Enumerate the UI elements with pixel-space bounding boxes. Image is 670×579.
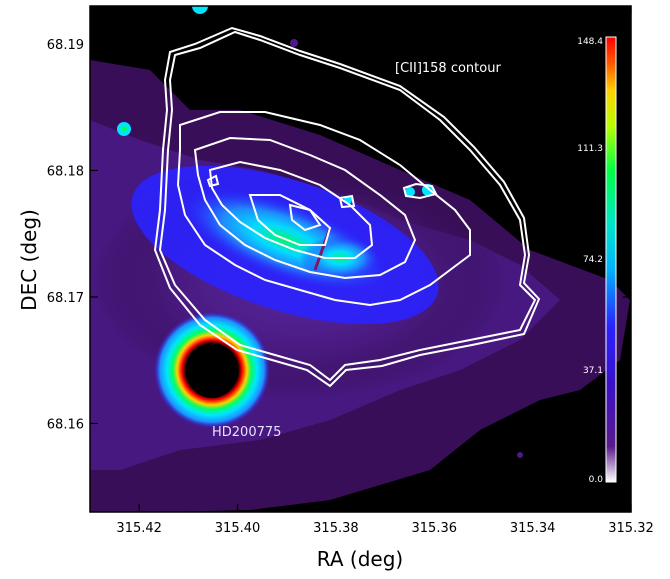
point-source-1-core <box>121 126 127 132</box>
colorbar-tick-label: 0.0 <box>589 475 604 485</box>
star-label: HD200775 <box>212 425 281 440</box>
plot-frame <box>89 5 632 513</box>
x-tick-label: 315.42 <box>116 521 162 536</box>
x-axis-title: RA (deg) <box>317 547 403 571</box>
y-axis-title: DEC (deg) <box>17 209 41 311</box>
contour-5 <box>248 194 332 246</box>
heatmap-layer <box>90 6 630 512</box>
x-tick-label: 315.38 <box>313 521 359 536</box>
y-tick-label: 68.18 <box>47 164 84 179</box>
point-source-2 <box>192 6 208 14</box>
contour-small-1 <box>206 174 220 188</box>
colorbar-gradient <box>605 36 617 483</box>
x-tick-label: 315.36 <box>412 521 458 536</box>
colorbar: 148.4 111.3 74.2 37.1 0.0 <box>577 36 617 485</box>
contour-small-3 <box>402 182 438 200</box>
contour-3 <box>193 136 417 280</box>
y-tick-label: 68.16 <box>47 417 84 432</box>
colorbar-tick-label: 111.3 <box>577 144 603 154</box>
y-axis: 68.16 68.17 68.18 68.19 <box>47 38 631 432</box>
x-tick-label: 315.40 <box>215 521 261 536</box>
contour-label: [CII]158 contour <box>395 61 501 76</box>
contour-small-2 <box>338 194 356 209</box>
contour-1 <box>158 30 537 382</box>
colorbar-tick-label: 148.4 <box>577 37 603 47</box>
contour-4 <box>208 160 374 259</box>
y-tick-label: 68.17 <box>47 291 84 306</box>
contour-2 <box>176 111 471 307</box>
colorbar-tick-label: 37.1 <box>583 366 603 376</box>
point-source-7 <box>517 452 523 458</box>
x-tick-label: 315.34 <box>510 521 556 536</box>
x-tick-label: 315.32 <box>608 521 654 536</box>
contour-layer <box>153 26 541 388</box>
star-hd200775-core <box>188 350 236 398</box>
contour-1b <box>153 26 541 388</box>
contour-6 <box>288 203 322 232</box>
x-axis: 315.42 315.40 315.38 315.36 315.34 315.32 <box>116 6 654 536</box>
y-tick-label: 68.19 <box>47 38 84 53</box>
point-source-3 <box>405 187 415 197</box>
colorbar-tick-label: 74.2 <box>583 255 603 265</box>
point-source-6 <box>290 39 298 47</box>
